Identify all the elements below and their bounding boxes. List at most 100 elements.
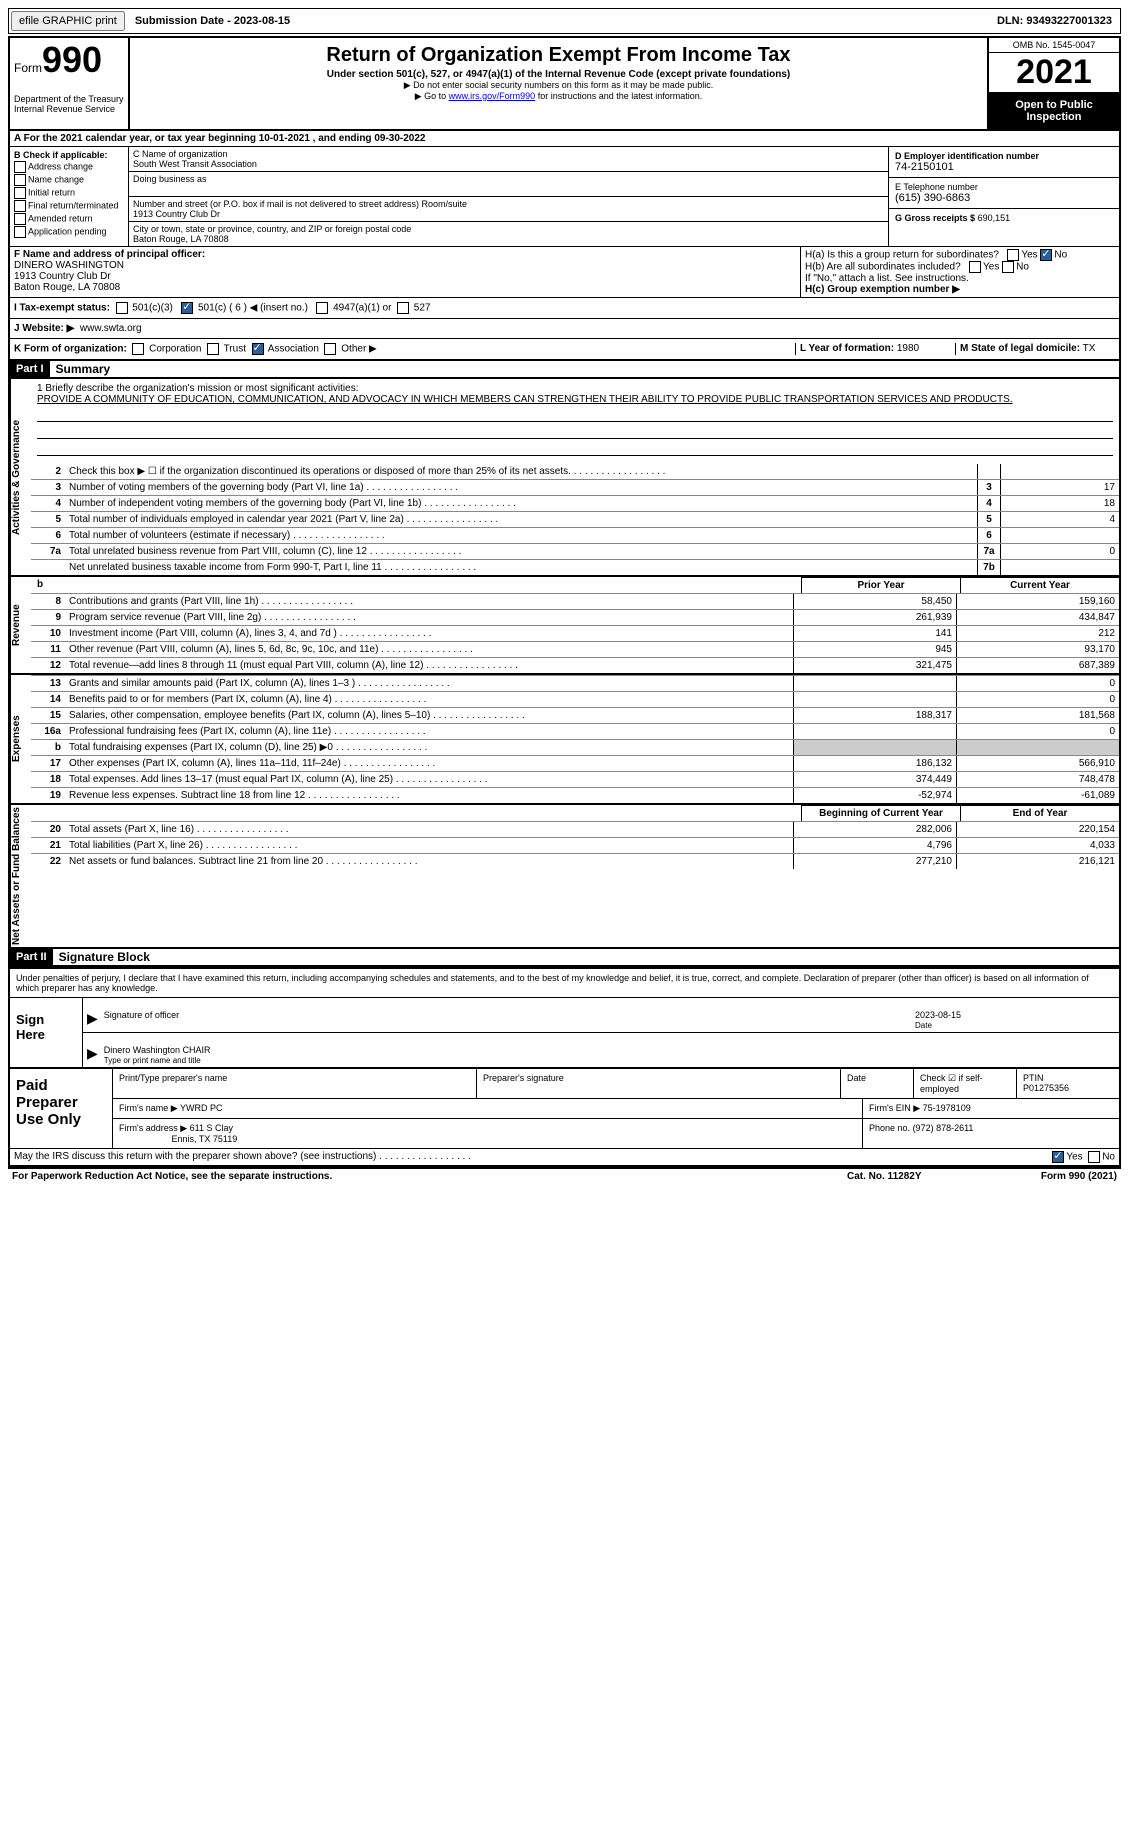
- sign-here-label: Sign Here: [10, 998, 83, 1067]
- summary-line: bTotal fundraising expenses (Part IX, co…: [31, 739, 1119, 755]
- row-k-form-org: K Form of organization: Corporation Trus…: [8, 339, 1121, 361]
- col-b-header: B Check if applicable:: [14, 150, 108, 160]
- net-col-headers: Beginning of Current Year End of Year: [31, 805, 1119, 821]
- cb-label: Address change: [28, 161, 93, 171]
- cb-corp[interactable]: [132, 343, 144, 355]
- form-note-1: ▶ Do not enter social security numbers o…: [134, 80, 983, 91]
- row-j-website: J Website: ▶ www.swta.org: [8, 319, 1121, 339]
- summary-line: 11Other revenue (Part VIII, column (A), …: [31, 641, 1119, 657]
- summary-line: 14Benefits paid to or for members (Part …: [31, 691, 1119, 707]
- arrow-icon: ▶: [87, 1010, 104, 1030]
- arrow-icon: ▶: [87, 1045, 104, 1065]
- form-header: Form990 Department of the Treasury Inter…: [8, 36, 1121, 131]
- vlabel-net-assets: Net Assets or Fund Balances: [10, 805, 31, 947]
- name-title-label: Type or print name and title: [104, 1056, 201, 1065]
- summary-line: 8Contributions and grants (Part VIII, li…: [31, 593, 1119, 609]
- open-to-public: Open to Public Inspection: [989, 93, 1119, 129]
- firm-addr: 611 S Clay: [190, 1123, 233, 1133]
- sig-date-label: Date: [915, 1021, 932, 1030]
- form-title-box: Return of Organization Exempt From Incom…: [130, 38, 987, 129]
- dln: DLN: 93493227001323: [989, 13, 1120, 29]
- summary-line: 18Total expenses. Add lines 13–17 (must …: [31, 771, 1119, 787]
- tax-year: 2021: [989, 53, 1119, 93]
- cb-501c3[interactable]: [116, 302, 128, 314]
- other-label: Other ▶: [341, 344, 376, 355]
- officer-label: F Name and address of principal officer:: [14, 249, 205, 260]
- 501c-label: 501(c) ( 6 ) ◀ (insert no.): [198, 303, 308, 314]
- revenue-col-headers: b Prior Year Current Year: [31, 577, 1119, 593]
- summary-line: 6Total number of volunteers (estimate if…: [31, 527, 1119, 543]
- form-ref: Form 990 (2021): [997, 1171, 1117, 1182]
- firm-addr-label: Firm's address ▶: [119, 1123, 187, 1133]
- corp-label: Corporation: [149, 344, 201, 355]
- prep-name-label: Print/Type preparer's name: [113, 1069, 477, 1098]
- submission-date: Submission Date - 2023-08-15: [127, 13, 298, 29]
- summary-expenses: Expenses 13Grants and similar amounts pa…: [8, 675, 1121, 805]
- firm-ein-label: Firm's EIN ▶: [869, 1103, 920, 1113]
- part-1-title: Summary: [50, 362, 111, 376]
- no-label: No: [1102, 1152, 1115, 1163]
- paid-preparer-block: Paid Preparer Use Only Print/Type prepar…: [10, 1067, 1119, 1148]
- cb-501c[interactable]: [181, 302, 193, 314]
- part-1-bar: Part I Summary: [8, 361, 1121, 379]
- mission-text: PROVIDE A COMMUNITY OF EDUCATION, COMMUN…: [37, 394, 1113, 405]
- irs-discuss-no[interactable]: [1088, 1151, 1100, 1163]
- col-c-org-info: C Name of organization South West Transi…: [129, 147, 889, 246]
- org-city: Baton Rouge, LA 70808: [133, 234, 884, 244]
- summary-line: 17Other expenses (Part IX, column (A), l…: [31, 755, 1119, 771]
- summary-line: 21Total liabilities (Part X, line 26)4,7…: [31, 837, 1119, 853]
- hb-label: H(b) Are all subordinates included?: [805, 262, 961, 273]
- declaration-text: Under penalties of perjury, I declare th…: [10, 969, 1119, 997]
- efile-print-button[interactable]: efile GRAPHIC print: [11, 11, 125, 31]
- irs-discuss-yes[interactable]: [1052, 1151, 1064, 1163]
- row-a-calendar-year: A For the 2021 calendar year, or tax yea…: [8, 131, 1121, 147]
- gross-value: 690,151: [978, 213, 1011, 223]
- irs-link[interactable]: www.irs.gov/Form990: [449, 91, 536, 101]
- cb-label: Name change: [28, 174, 84, 184]
- checkbox-final-return[interactable]: [14, 200, 26, 212]
- website-label: J Website: ▶: [14, 323, 74, 334]
- hb-no[interactable]: [1002, 261, 1014, 273]
- officer-addr2: Baton Rouge, LA 70808: [14, 282, 120, 293]
- cb-label: Initial return: [28, 187, 75, 197]
- 527-label: 527: [414, 303, 431, 314]
- prior-year-hdr: Prior Year: [801, 577, 960, 593]
- cb-assoc[interactable]: [252, 343, 264, 355]
- checkbox-amended[interactable]: [14, 213, 26, 225]
- 4947-label: 4947(a)(1) or: [333, 303, 391, 314]
- cb-other[interactable]: [324, 343, 336, 355]
- vlabel-governance: Activities & Governance: [10, 379, 31, 575]
- summary-revenue: Revenue b Prior Year Current Year 8Contr…: [8, 577, 1121, 675]
- sig-officer-label: Signature of officer: [104, 1010, 915, 1030]
- firm-name-label: Firm's name ▶: [119, 1103, 178, 1113]
- checkbox-address-change[interactable]: [14, 161, 26, 173]
- row-i-tax-status: I Tax-exempt status: 501(c)(3) 501(c) ( …: [8, 298, 1121, 319]
- group-return: H(a) Is this a group return for subordin…: [801, 247, 1119, 297]
- cb-527[interactable]: [397, 302, 409, 314]
- ptin-label: PTIN: [1023, 1073, 1044, 1083]
- hb-yes[interactable]: [969, 261, 981, 273]
- signature-block: Under penalties of perjury, I declare th…: [8, 967, 1121, 1167]
- hb-note: If "No," attach a list. See instructions…: [805, 273, 1115, 284]
- summary-line: 5Total number of individuals employed in…: [31, 511, 1119, 527]
- checkbox-app-pending[interactable]: [14, 226, 26, 238]
- cat-no: Cat. No. 11282Y: [847, 1171, 997, 1182]
- cb-trust[interactable]: [207, 343, 219, 355]
- summary-line: 22Net assets or fund balances. Subtract …: [31, 853, 1119, 869]
- checkbox-name-change[interactable]: [14, 174, 26, 186]
- ha-yes[interactable]: [1007, 249, 1019, 261]
- summary-line: 9Program service revenue (Part VIII, lin…: [31, 609, 1119, 625]
- year-formation: 1980: [897, 343, 919, 354]
- cb-4947[interactable]: [316, 302, 328, 314]
- form-org-label: K Form of organization:: [14, 344, 127, 355]
- 501c3-label: 501(c)(3): [132, 303, 173, 314]
- checkbox-initial-return[interactable]: [14, 187, 26, 199]
- ha-no[interactable]: [1040, 249, 1052, 261]
- tel-label: E Telephone number: [895, 182, 1113, 192]
- org-name-label: C Name of organization: [133, 149, 884, 159]
- city-label: City or town, state or province, country…: [133, 224, 884, 234]
- ein-value: 74-2150101: [895, 161, 1113, 173]
- mission-label: 1 Briefly describe the organization's mi…: [37, 383, 1113, 394]
- hc-label: H(c) Group exemption number ▶: [805, 284, 960, 295]
- summary-line: 3Number of voting members of the governi…: [31, 479, 1119, 495]
